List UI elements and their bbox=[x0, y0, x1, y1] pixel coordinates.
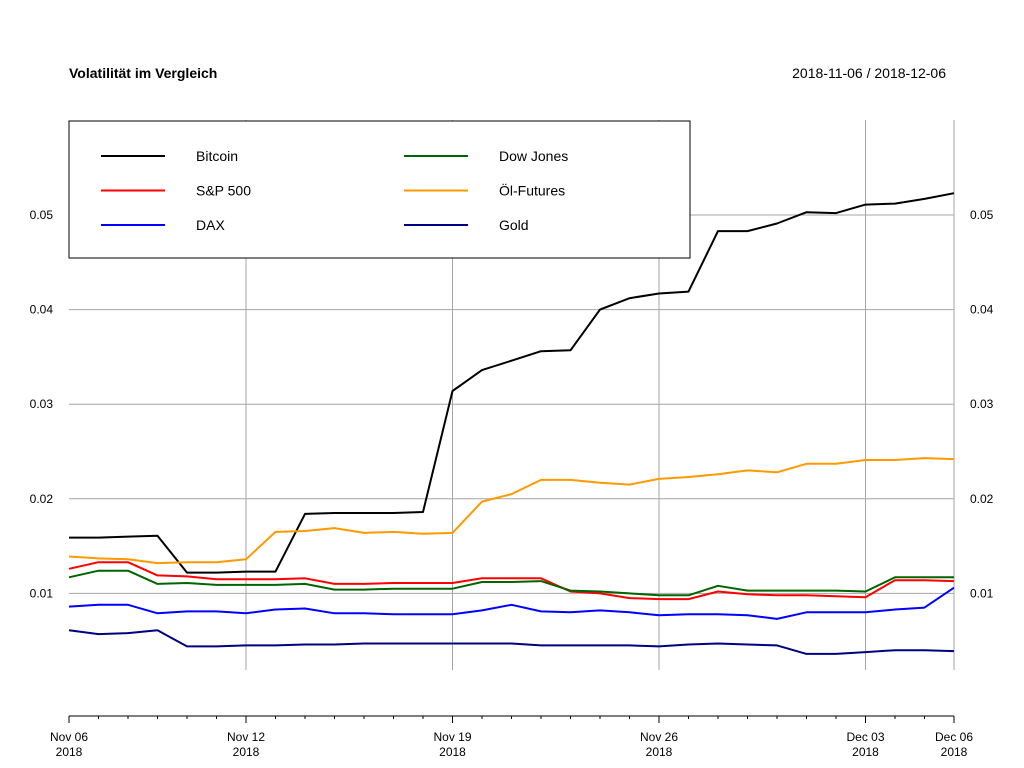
series-lines bbox=[68, 192, 955, 655]
date-range: 2018-11-06 / 2018-12-06 bbox=[792, 65, 946, 81]
y-tick-label: 0.02 bbox=[970, 492, 994, 506]
legend-label: Öl-Futures bbox=[499, 182, 565, 199]
series-line bbox=[69, 192, 955, 574]
series-line bbox=[68, 629, 955, 655]
series-line bbox=[68, 586, 955, 620]
x-tick-label: Dec 06 bbox=[935, 730, 973, 744]
x-tick-year: 2018 bbox=[56, 745, 83, 759]
x-tick-year: 2018 bbox=[646, 745, 673, 759]
x-tick-year: 2018 bbox=[233, 745, 260, 759]
y-tick-label: 0.03 bbox=[970, 397, 994, 411]
x-tick-label: Nov 06 bbox=[50, 730, 88, 744]
y-tick-label: 0.01 bbox=[30, 586, 54, 600]
y-tick-label: 0.02 bbox=[30, 492, 54, 506]
y-axis-right: 0.01 0.02 0.03 0.04 0.05 bbox=[970, 208, 994, 600]
legend-label: Dow Jones bbox=[499, 148, 568, 164]
legend-label: S&P 500 bbox=[196, 183, 251, 199]
legend-label: DAX bbox=[196, 217, 225, 233]
series-line bbox=[68, 569, 954, 597]
y-tick-label: 0.05 bbox=[30, 208, 54, 222]
legend: Bitcoin S&P 500 DAX Dow Jones Öl-Futures Gold bbox=[68, 120, 691, 259]
y-tick-label: 0.01 bbox=[970, 586, 994, 600]
x-tick-year: 2018 bbox=[439, 745, 466, 759]
x-tick-label: Nov 19 bbox=[433, 730, 471, 744]
legend-box bbox=[68, 120, 691, 259]
y-axis-left: 0.01 0.02 0.03 0.04 0.05 bbox=[30, 208, 54, 600]
y-tick-label: 0.04 bbox=[30, 303, 54, 317]
y-tick-label: 0.05 bbox=[970, 208, 994, 222]
x-tick-year: 2018 bbox=[852, 745, 879, 759]
x-tick-year: 2018 bbox=[941, 745, 968, 759]
series-line bbox=[68, 457, 955, 565]
legend-label: Bitcoin bbox=[196, 148, 238, 164]
x-tick-label: Nov 12 bbox=[227, 730, 265, 744]
x-tick-label: Dec 03 bbox=[846, 730, 884, 744]
y-tick-label: 0.03 bbox=[30, 397, 54, 411]
y-tick-label: 0.04 bbox=[970, 303, 994, 317]
series-line bbox=[68, 561, 955, 601]
chart-title: Volatilität im Vergleich bbox=[69, 65, 217, 81]
x-tick-label: Nov 26 bbox=[640, 730, 678, 744]
legend-label: Gold bbox=[499, 217, 529, 233]
